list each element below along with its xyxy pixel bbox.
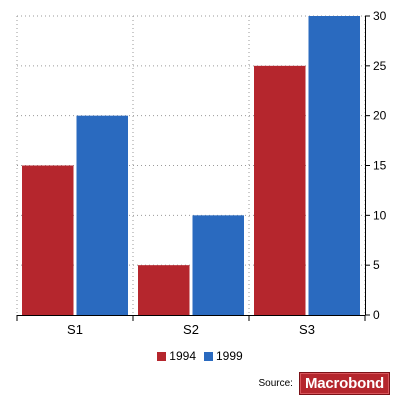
- bar-1994-S2: [138, 265, 190, 315]
- bar-1994-S3: [254, 65, 306, 315]
- y-tick-label-30: 30: [373, 9, 387, 23]
- bar-1999-S1: [76, 115, 128, 316]
- bar-chart: S1 S2 S3 0 5 10 15 20 25 30: [16, 9, 387, 337]
- source-note: Source: Macrobond: [258, 372, 390, 395]
- legend-label-1999: 1999: [216, 349, 243, 363]
- y-tick-label-5: 5: [373, 258, 380, 272]
- legend-label-1994: 1994: [169, 349, 196, 363]
- legend: 1994 1999: [0, 347, 400, 365]
- bar-1999-S2: [192, 215, 244, 315]
- x-tick-label-S2: S2: [183, 322, 199, 337]
- bar-1999-S3: [308, 16, 360, 315]
- macrobond-logo: Macrobond: [298, 372, 390, 395]
- y-tick-label-25: 25: [373, 59, 387, 73]
- y-tick-label-0: 0: [373, 308, 380, 322]
- legend-item-1994: 1994: [157, 349, 196, 363]
- legend-item-1999: 1999: [204, 349, 243, 363]
- y-tick-label-10: 10: [373, 208, 387, 222]
- bar-1994-S1: [22, 165, 74, 315]
- legend-swatch-1999: [204, 351, 213, 361]
- y-tick-label-15: 15: [373, 159, 387, 173]
- y-tick-label-20: 20: [373, 109, 387, 123]
- source-label: Source:: [258, 378, 293, 389]
- legend-swatch-1994: [157, 351, 167, 361]
- x-tick-label-S1: S1: [67, 322, 83, 337]
- x-tick-label-S3: S3: [299, 322, 315, 337]
